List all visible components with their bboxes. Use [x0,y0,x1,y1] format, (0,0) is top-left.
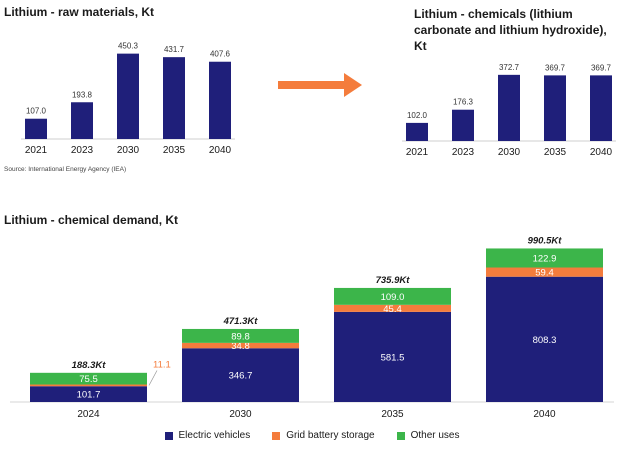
raw-materials-bar [163,57,185,139]
raw-materials-value-label: 107.0 [26,107,47,116]
demand-segment-label-ev: 101.7 [77,390,101,401]
demand-segment-other [182,328,299,343]
raw-materials-value-label: 193.8 [72,90,93,99]
demand-segment-ev [334,311,451,402]
right-arrow-icon [278,73,362,97]
demand-segment-ev [182,348,299,402]
chemicals-category-label: 2023 [452,147,475,158]
raw-materials-category-label: 2040 [209,145,232,156]
demand-segment-grid [486,267,603,277]
raw-materials-bar [25,118,47,139]
legend-label-grid: Grid battery storage [286,430,375,441]
chemicals-bar [498,74,520,141]
chemicals-category-label: 2040 [590,147,613,158]
demand-segment-label-ev: 581.5 [381,352,405,363]
chemicals-value-label: 372.7 [499,63,520,72]
demand-segment-other [486,248,603,268]
raw-materials-bar [71,102,93,139]
legend: Electric vehicles Grid battery storage O… [0,430,624,441]
demand-total-label: 990.5Kt [528,235,563,246]
chemicals-value-label: 102.0 [407,111,428,120]
legend-swatch-grid [272,431,281,440]
demand-segment-ev [30,386,147,402]
chemicals-value-label: 369.7 [591,63,612,72]
demand-segment-label-other: 109.0 [381,292,405,303]
legend-swatch-ev [164,431,173,440]
chemicals-value-label: 176.3 [453,98,474,107]
legend-item-ev: Electric vehicles [164,430,251,441]
demand-segment-label-other: 122.9 [533,253,557,264]
demand-category-label: 2024 [77,409,100,420]
raw-materials-bar [209,61,231,140]
demand-total-label: 735.9Kt [376,275,411,286]
chemicals-category-label: 2021 [406,147,429,158]
demand-category-label: 2040 [533,409,556,420]
demand-category-label: 2035 [381,409,404,420]
chemical-demand-title: Lithium - chemical demand, Kt [4,213,179,227]
legend-item-grid: Grid battery storage [272,430,375,441]
chemicals-bar [452,109,474,141]
legend-swatch-other [396,431,405,440]
demand-segment-grid [30,384,147,387]
demand-segment-other [30,372,147,385]
raw-materials-value-label: 450.3 [118,42,139,51]
demand-total-label: 188.3Kt [72,360,107,371]
chemicals-bar [590,75,612,141]
chemicals-category-label: 2030 [498,147,521,158]
legend-item-other: Other uses [396,430,460,441]
chemicals-title: Lithium - chemicals (lithium carbonate a… [414,7,607,53]
demand-segment-label-ev: 808.3 [533,335,557,346]
raw-materials-value-label: 431.7 [164,45,185,54]
demand-total-label: 471.3Kt [223,316,259,327]
chemicals-bar [544,75,566,141]
demand-segment-label-grid: 34.8 [231,341,250,352]
demand-segment-grid [182,342,299,349]
raw-materials-title: Lithium - raw materials, Kt [4,5,155,19]
demand-segment-label-grid: 59.4 [535,268,554,279]
legend-label-ev: Electric vehicles [178,430,251,441]
demand-segment-label-grid: 45.4 [383,304,402,315]
chemicals-bar [406,122,428,141]
raw-materials-category-label: 2023 [71,145,94,156]
chemicals-value-label: 369.7 [545,63,566,72]
raw-materials-category-label: 2021 [25,145,48,156]
source-note: Source: International Energy Agency (IEA… [4,166,127,173]
raw-materials-category-label: 2030 [117,145,140,156]
demand-segment-label-grid: 11.1 [153,360,171,371]
raw-materials-value-label: 407.6 [210,50,231,59]
demand-segment-label-other: 75.5 [79,374,98,385]
raw-materials-category-label: 2035 [163,145,186,156]
demand-callout-line [148,370,158,386]
chemicals-category-label: 2035 [544,147,567,158]
demand-category-label: 2030 [229,409,252,420]
demand-segment-ev [486,276,603,402]
legend-label-other: Other uses [410,430,460,441]
demand-segment-grid [334,304,451,312]
demand-segment-label-other: 89.8 [231,331,250,342]
demand-segment-label-ev: 346.7 [229,371,253,382]
raw-materials-bar [117,53,139,139]
demand-segment-other [334,287,451,305]
